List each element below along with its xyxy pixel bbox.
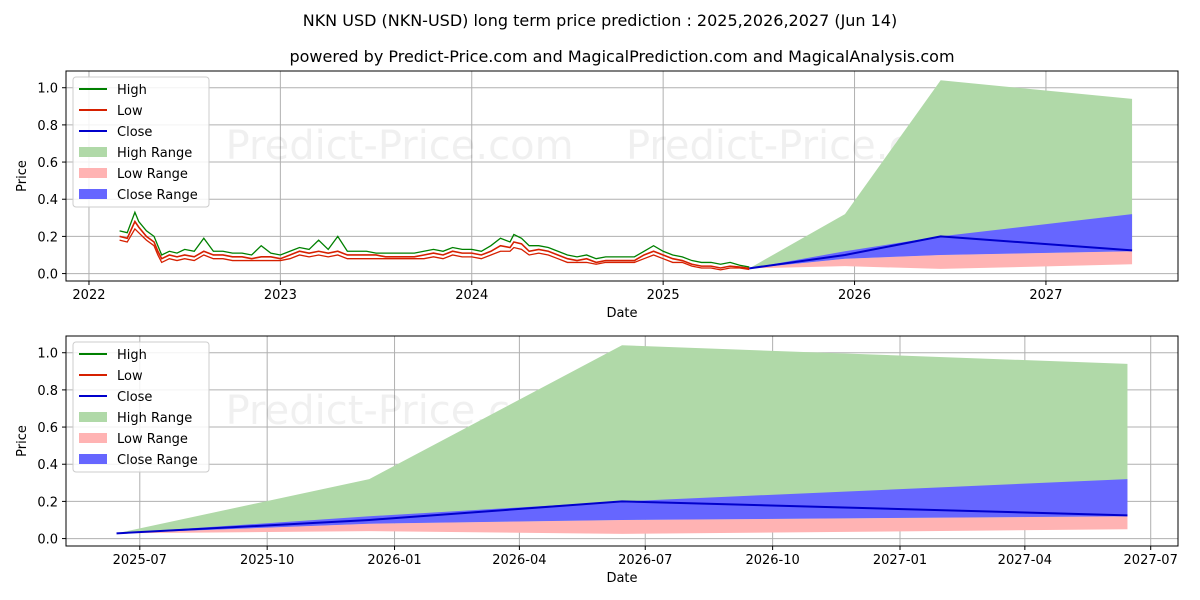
bottom-legend-swatch-close_range [79,454,107,464]
top-xtick-label-2025: 2025 [647,288,680,303]
bottom-legend-swatch-low_range [79,433,107,443]
top-close-forecast-line [749,235,1133,270]
top-high-line [119,210,750,268]
top-yaxis-label: Price [15,160,30,192]
bottom-legend-swatch-high_range [79,412,107,422]
top-history-close-line [119,219,750,270]
top-xtick-label-2023: 2023 [264,288,297,303]
top-ytick-label-0.0: 0.0 [37,268,58,283]
bottom-panel-forecast-zoom: Predict-Price.comPredict-Price.com2025-0… [15,335,1179,586]
top-legend-label-high: High [117,83,147,98]
top-ytick-label-0.6: 0.6 [37,156,58,171]
bottom-ytick-label-0.6: 0.6 [37,421,58,436]
top-xaxis-label: Date [606,306,637,321]
top-plot-area [119,80,1133,271]
bottom-plot-area [116,345,1128,535]
bottom-xtick-label-2026-04: 2026-04 [492,553,546,568]
top-xtick-label-2027: 2027 [1029,288,1062,303]
bottom-ytick-label-1.0: 1.0 [37,347,58,362]
bottom-xtick-label-2026-01: 2026-01 [367,553,421,568]
bottom-legend-label-low_range: Low Range [117,432,188,447]
top-xtick-label-2024: 2024 [455,288,488,303]
bottom-ytick-label-0.4: 0.4 [37,458,58,473]
bottom-legend-label-low: Low [117,369,143,384]
top-legend-label-low: Low [117,104,143,119]
bottom-ytick-label-0.8: 0.8 [37,384,58,399]
top-legend-label-close_range: Close Range [117,188,198,203]
bottom-xtick-label-2025-10: 2025-10 [240,553,294,568]
bottom-yaxis-label: Price [15,425,30,457]
bottom-xtick-label-2027-01: 2027-01 [873,553,927,568]
bottom-close-forecast-line [116,500,1128,535]
top-ytick-label-1.0: 1.0 [37,82,58,97]
top-legend-swatch-low_range [79,168,107,178]
bottom-legend-label-close: Close [117,390,152,405]
top-low-line [119,227,750,271]
bottom-legend-label-close_range: Close Range [117,453,198,468]
top-legend-swatch-close_range [79,189,107,199]
bottom-low-range-area [116,516,1128,534]
bottom-xtick-label-2027-04: 2027-04 [998,553,1052,568]
top-ytick-label-0.8: 0.8 [37,119,58,134]
top-legend: High Low Close High Range Low Range Close Ran… [72,76,210,208]
bottom-xtick-label-2026-10: 2026-10 [745,553,799,568]
top-ytick-label-0.4: 0.4 [37,193,58,208]
top-legend-label-high_range: High Range [117,146,192,161]
bottom-ytick-label-0.2: 0.2 [37,495,58,510]
top-xtick-label-2026: 2026 [838,288,871,303]
top-axes-frame [65,70,1179,282]
top-ytick-label-0.2: 0.2 [37,230,58,245]
top-high-range-area [749,80,1133,269]
top-xtick-label-2022: 2022 [72,288,105,303]
bottom-legend: High Low Close High Range Low Range Close Ran… [72,341,210,473]
bottom-high-range-area [116,345,1128,534]
chart-title: NKN USD (NKN-USD) long term price predic… [303,11,898,30]
top-low-range-area [749,251,1133,269]
bottom-legend-label-high_range: High Range [117,411,192,426]
bottom-ytick-label-0.0: 0.0 [37,533,58,548]
chart-subtitle: powered by Predict-Price.com and Magical… [289,47,954,66]
top-legend-label-close: Close [117,125,152,140]
bottom-axes-frame [65,335,1179,547]
bottom-legend-label-high: High [117,348,147,363]
top-legend-label-low_range: Low Range [117,167,188,182]
bottom-xaxis-label: Date [606,571,637,586]
bottom-xtick-label-2027-07: 2027-07 [1124,553,1178,568]
bottom-xtick-label-2026-07: 2026-07 [618,553,672,568]
top-watermark-1: Predict-Price.com [226,123,574,169]
top-legend-swatch-high_range [79,147,107,157]
bottom-xtick-label-2025-07: 2025-07 [113,553,167,568]
